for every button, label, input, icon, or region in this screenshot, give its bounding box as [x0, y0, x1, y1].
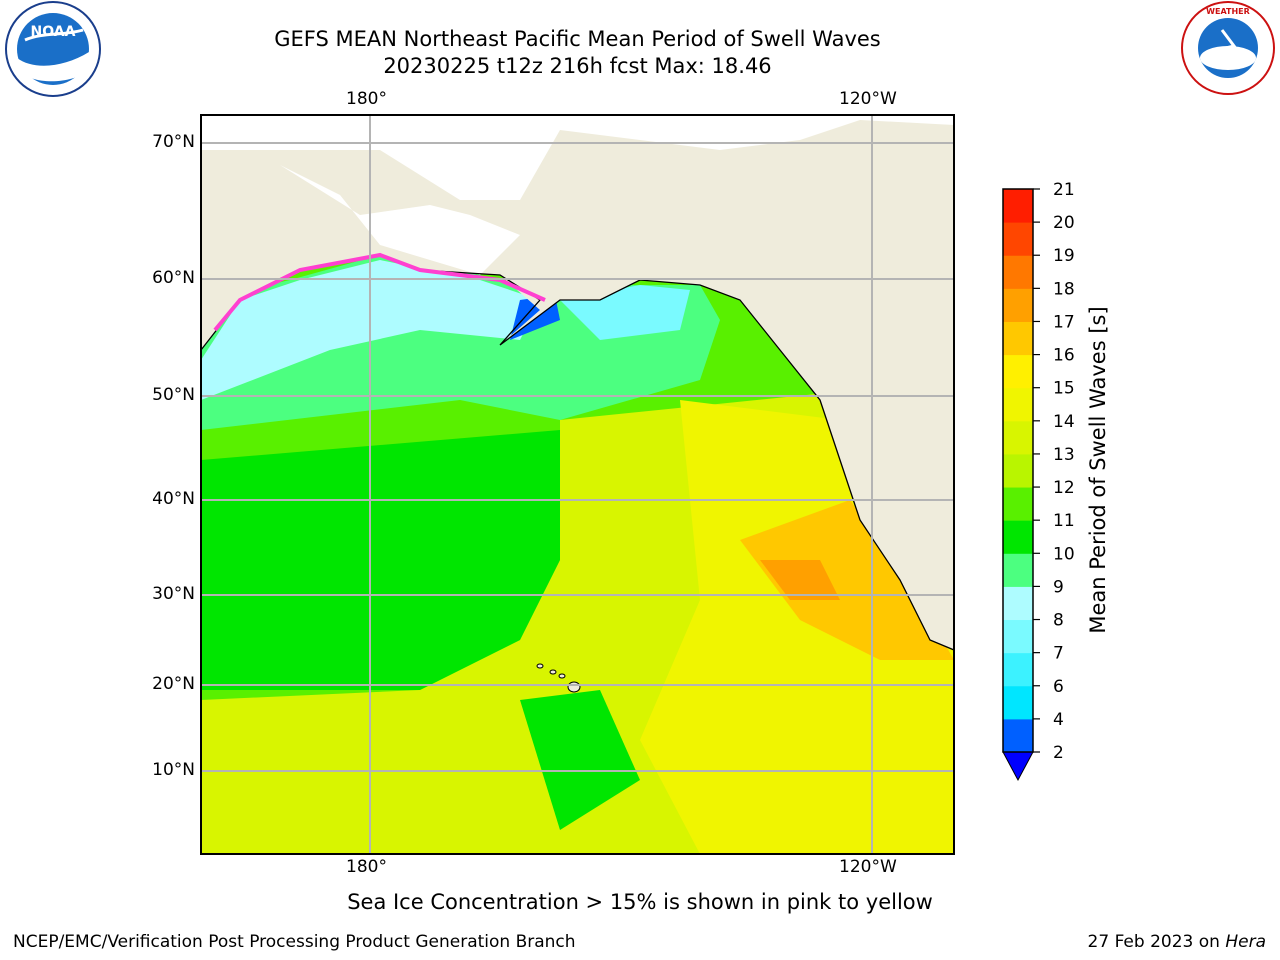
colorbar-tick-label: 14: [1053, 412, 1075, 432]
colorbar-label: Mean Period of Swell Waves [s]: [1086, 306, 1110, 634]
colorbar-segment: [1003, 487, 1033, 521]
lat-label-40n: 40°N: [152, 489, 195, 509]
lat-label-10n: 10°N: [152, 760, 195, 780]
colorbar-tick-label: 12: [1053, 478, 1075, 498]
colorbar-segment: [1003, 222, 1033, 256]
colorbar-segment: [1003, 619, 1033, 654]
lat-label-20n: 20°N: [152, 674, 195, 694]
land-north-america: [201, 115, 954, 650]
colorbar-segment: [1003, 255, 1033, 289]
colorbar-segment: [1003, 288, 1033, 322]
colorbar-segment: [1003, 453, 1033, 488]
lon-label-top-120w: 120°W: [839, 89, 897, 109]
chart-subtitle: 20230225 t12z 216h fcst Max: 18.46: [383, 54, 772, 78]
colorbar-tick-label: 19: [1053, 246, 1075, 266]
colorbar-segment: [1003, 321, 1033, 356]
map-area: [201, 115, 954, 854]
colorbar-tick-label: 2: [1053, 743, 1064, 763]
colorbar: 2 4 6 7 8 9 10 11 12 13 14 15 16 17 18 19 20 21: [1002, 180, 1075, 782]
footer-date: 27 Feb 2023 on Hera: [1088, 932, 1266, 952]
colorbar-tick-label: 10: [1053, 544, 1075, 564]
colorbar-segment: [1003, 420, 1033, 455]
footer-date-text: 27 Feb 2023 on: [1087, 932, 1226, 952]
colorbar-segment: [1003, 520, 1033, 554]
ocean-field-orange: [740, 500, 954, 660]
lat-label-30n: 30°N: [152, 584, 195, 604]
colorbar-segment: [1003, 685, 1033, 720]
colorbar-tick-label: 9: [1053, 577, 1064, 597]
footer-host: Hera: [1225, 932, 1266, 952]
svg-text:WEATHER: WEATHER: [1206, 7, 1250, 16]
colorbar-tick-label: 16: [1053, 346, 1075, 366]
colorbar-tick-label: 17: [1053, 312, 1075, 332]
colorbar-tick-label: 13: [1053, 445, 1075, 465]
nws-logo: WEATHER: [1181, 1, 1275, 95]
footer-credit: NCEP/EMC/Verification Post Processing Pr…: [13, 932, 576, 952]
colorbar-tick-label: 6: [1053, 677, 1064, 697]
colorbar-segment: [1003, 354, 1033, 389]
colorbar-tick-label: 11: [1053, 511, 1075, 531]
colorbar-tick-label: 21: [1053, 180, 1075, 200]
bering-sea: [280, 165, 520, 275]
colorbar-tick-label: 18: [1053, 279, 1075, 299]
colorbar-segment: [1003, 718, 1033, 753]
sea-ice-note: Sea Ice Concentration > 15% is shown in …: [347, 890, 933, 914]
colorbar-frame: [1002, 188, 1034, 753]
lon-label-bottom-120w: 120°W: [839, 857, 897, 877]
ocean-field-orange-core: [760, 560, 840, 600]
lat-label-60n: 60°N: [152, 268, 195, 288]
gridlines: [201, 115, 954, 854]
svg-text:NOAA: NOAA: [31, 24, 76, 40]
noaa-logo: NOAA: [5, 1, 101, 97]
colorbar-tick-label: 20: [1053, 213, 1075, 233]
colorbar-segment: [1003, 387, 1033, 422]
colorbar-tick-label: 4: [1053, 710, 1064, 730]
arctic-ocean: [201, 115, 954, 200]
lon-label-bottom-180: 180°: [346, 857, 387, 877]
colorbar-segment: [1003, 586, 1033, 621]
colorbar-tick-label: 7: [1053, 644, 1064, 664]
lat-label-70n: 70°N: [152, 132, 195, 152]
colorbar-tick-label: 15: [1053, 379, 1075, 399]
map-frame: [200, 114, 955, 855]
ocean-field-green-south: [520, 690, 640, 830]
lat-label-50n: 50°N: [152, 385, 195, 405]
lon-label-top-180: 180°: [346, 89, 387, 109]
colorbar-under-arrow: [1002, 751, 1034, 782]
chart-title: GEFS MEAN Northeast Pacific Mean Period …: [274, 27, 881, 51]
colorbar-tick-label: 8: [1053, 611, 1064, 631]
colorbar-segment: [1003, 652, 1033, 687]
colorbar-segment: [1003, 553, 1033, 587]
ocean-field-green: [201, 430, 560, 690]
colorbar-segment: [1003, 189, 1033, 223]
